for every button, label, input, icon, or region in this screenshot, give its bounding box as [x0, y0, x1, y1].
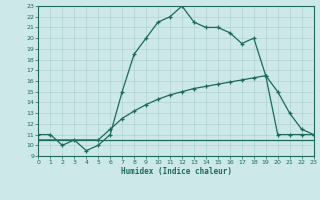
X-axis label: Humidex (Indice chaleur): Humidex (Indice chaleur) — [121, 167, 231, 176]
